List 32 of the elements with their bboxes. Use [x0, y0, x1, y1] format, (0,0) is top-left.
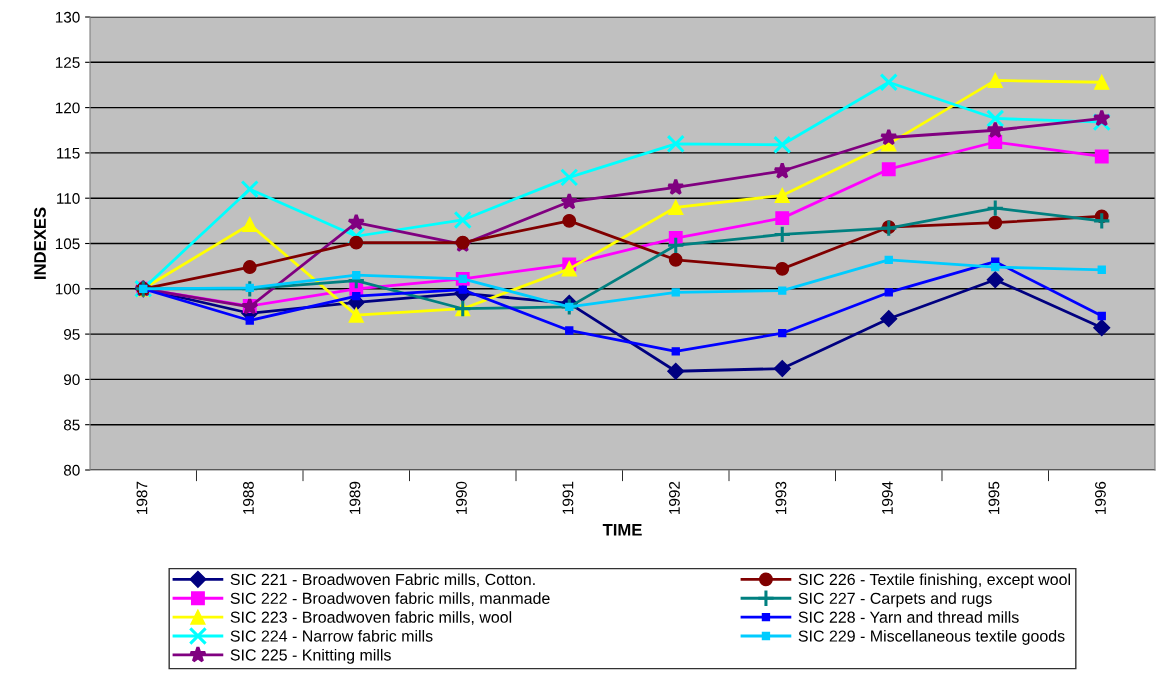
y-tick-label: 85 — [63, 419, 80, 431]
y-tick-label: 125 — [55, 57, 80, 68]
legend-label: SIC 224 - Narrow fabric mills — [230, 630, 433, 642]
legend-label: SIC 227 - Carpets and rugs — [798, 592, 992, 608]
x-tick-label: 1994 — [882, 481, 893, 514]
x-tick-label: 1992 — [669, 481, 680, 514]
x-tick-label: 1987 — [136, 481, 148, 514]
legend-label: SIC 223 - Broadwoven fabric mills, wool — [230, 611, 512, 625]
legend-label: SIC 225 - Knitting mills — [230, 648, 391, 664]
legend-label: SIC 229 - Miscellaneous textile goods — [798, 630, 1065, 645]
y-tick-label: 110 — [57, 193, 80, 204]
x-tick-label: 1993 — [775, 481, 787, 514]
x-tick-label: 1990 — [456, 481, 467, 514]
legend-label: SIC 222 - Broadwoven fabric mills, manmade — [230, 592, 550, 606]
y-tick-label: 130 — [55, 11, 80, 23]
x-tick-label: 1988 — [243, 481, 254, 514]
y-tick-label: 90 — [64, 374, 80, 386]
y-tick-label: 105 — [55, 238, 80, 250]
y-tick-label: 80 — [63, 464, 80, 476]
y-tick-label: 100 — [55, 283, 80, 295]
legend-label: SIC 221 - Broadwoven Fabric mills, Cotton. — [230, 573, 535, 587]
x-tick-label: 1995 — [988, 481, 1000, 514]
legend-label: SIC 226 - Textile finishing, except wool — [798, 573, 1070, 589]
y-tick-label: 95 — [64, 328, 80, 340]
x-tick-label: 1991 — [562, 481, 574, 514]
x-tick-label: 1989 — [349, 481, 361, 514]
legend-label: SIC 228 - Yarn and thread mills — [798, 611, 1019, 623]
x-tick-label: 1996 — [1095, 481, 1106, 514]
x-axis-title: TIME — [602, 524, 642, 536]
y-tick-label: 120 — [55, 102, 80, 114]
y-tick-label: 115 — [57, 147, 80, 159]
y-axis-title: INDEXES — [34, 207, 46, 279]
